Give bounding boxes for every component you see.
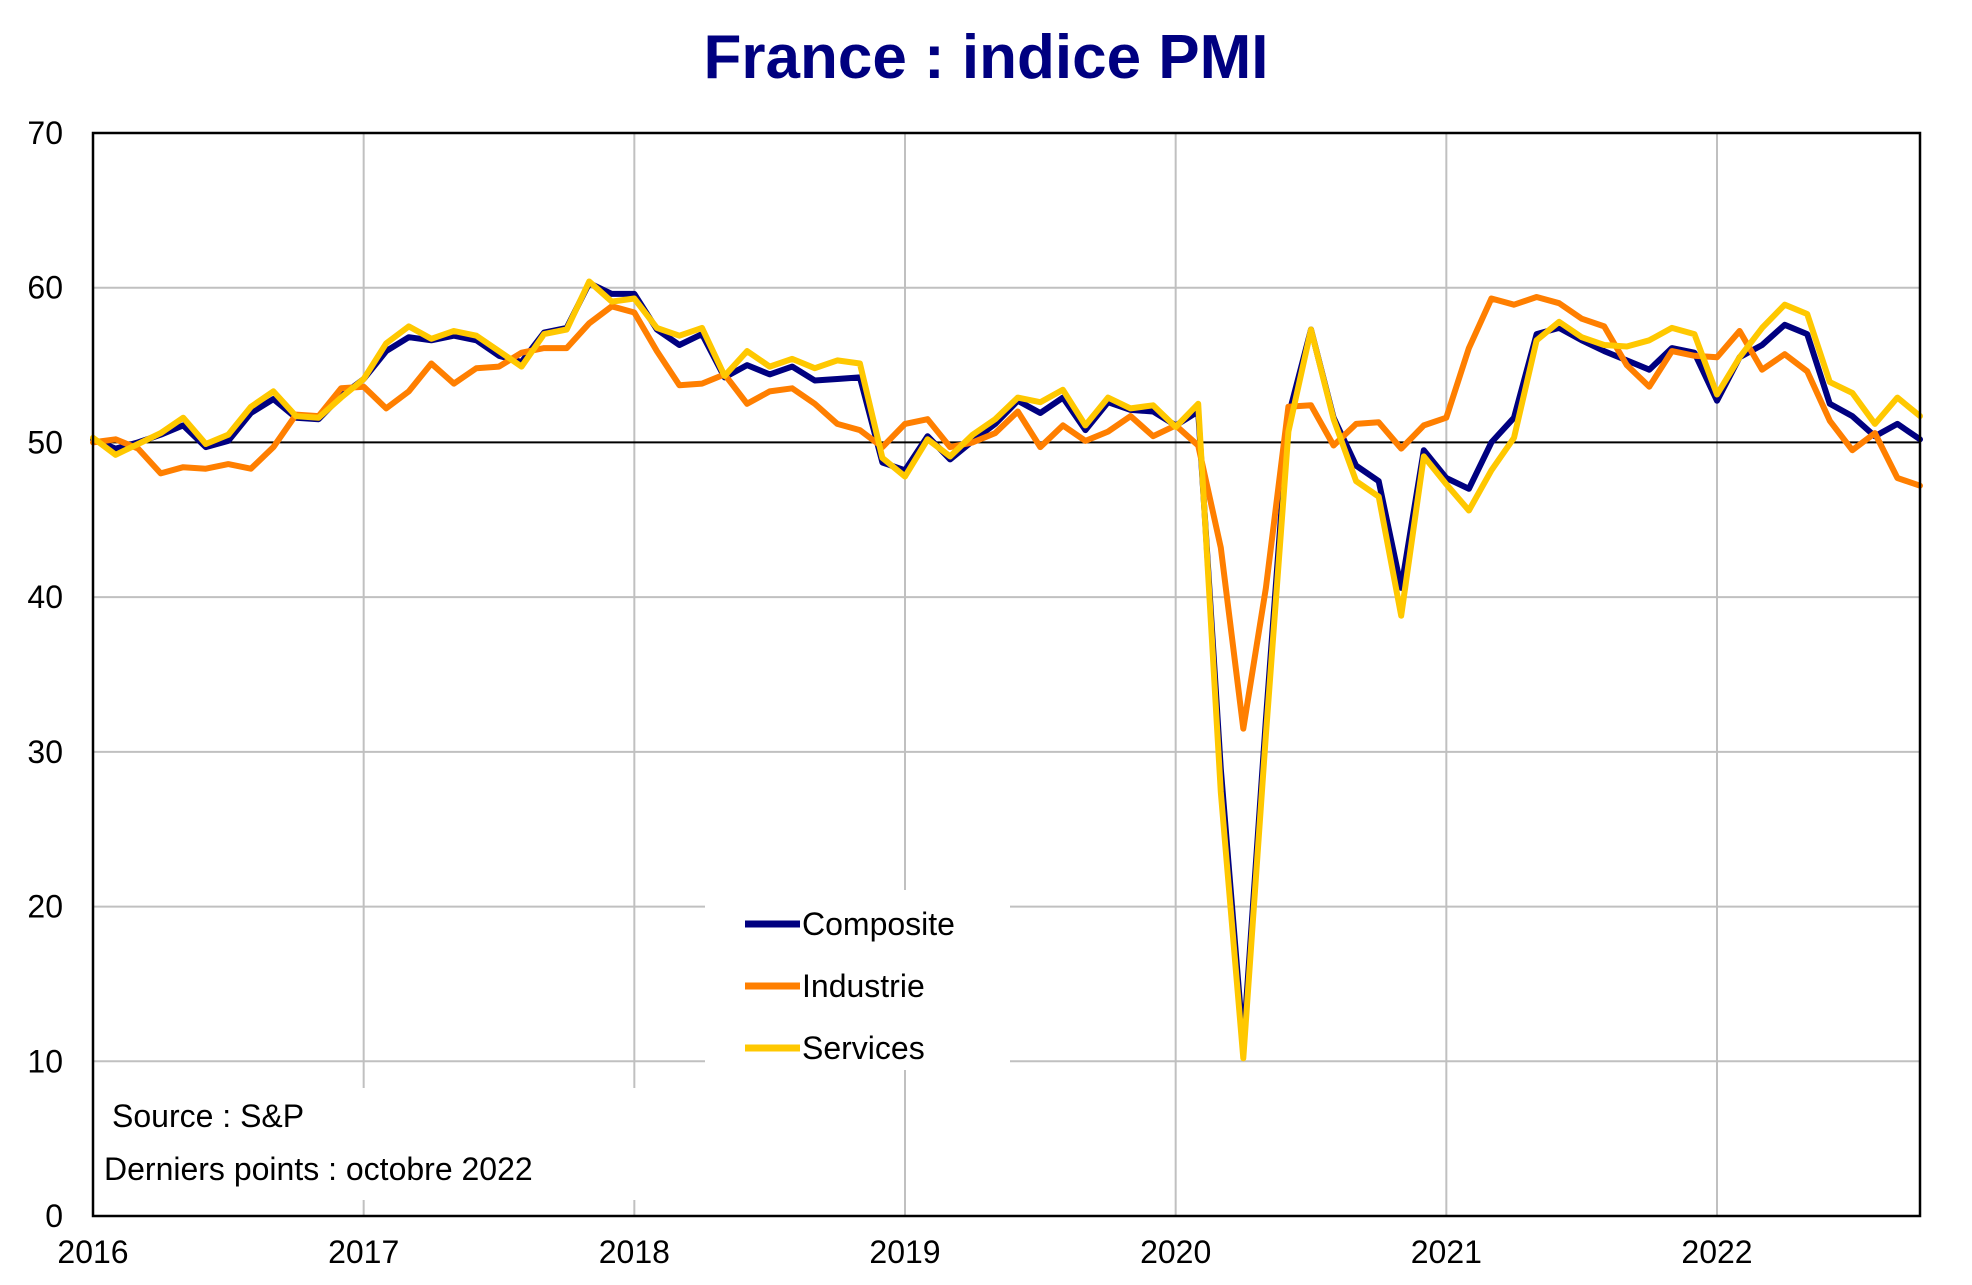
series-line-services [90, 278, 1923, 1062]
x-tick-label-2018: 2018 [599, 1234, 670, 1270]
legend-label-industrie: Industrie [802, 968, 925, 1004]
y-tick-label-50: 50 [27, 424, 63, 460]
y-tick-label-40: 40 [27, 579, 63, 615]
y-tick-label-60: 60 [27, 270, 63, 306]
x-tick-label-2021: 2021 [1411, 1234, 1482, 1270]
notes-background [102, 1088, 642, 1200]
legend-box [705, 890, 1010, 1070]
y-tick-label-70: 70 [27, 115, 63, 151]
x-tick-label-2016: 2016 [57, 1234, 128, 1270]
y-tick-label-0: 0 [45, 1198, 63, 1234]
y-tick-label-30: 30 [27, 734, 63, 770]
x-tick-label-2020: 2020 [1140, 1234, 1211, 1270]
x-tick-label-2022: 2022 [1681, 1234, 1752, 1270]
chart-title: France : indice PMI [703, 23, 1269, 92]
last-points-note: Derniers points : octobre 2022 [104, 1151, 533, 1187]
legend-label-services: Services [802, 1030, 925, 1066]
legend-label-composite: Composite [802, 906, 955, 942]
source-note: Source : S&P [112, 1098, 304, 1134]
plot-area-border [91, 131, 1922, 1218]
y-tick-label-20: 20 [27, 889, 63, 925]
series-line-industrie [90, 294, 1923, 732]
y-tick-label-10: 10 [27, 1043, 63, 1079]
x-tick-label-2017: 2017 [328, 1234, 399, 1270]
x-tick-label-2019: 2019 [869, 1234, 940, 1270]
